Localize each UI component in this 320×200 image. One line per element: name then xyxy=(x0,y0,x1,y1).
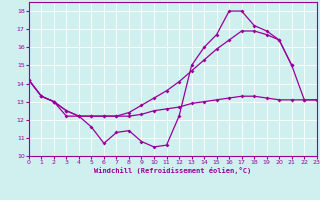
X-axis label: Windchill (Refroidissement éolien,°C): Windchill (Refroidissement éolien,°C) xyxy=(94,167,252,174)
